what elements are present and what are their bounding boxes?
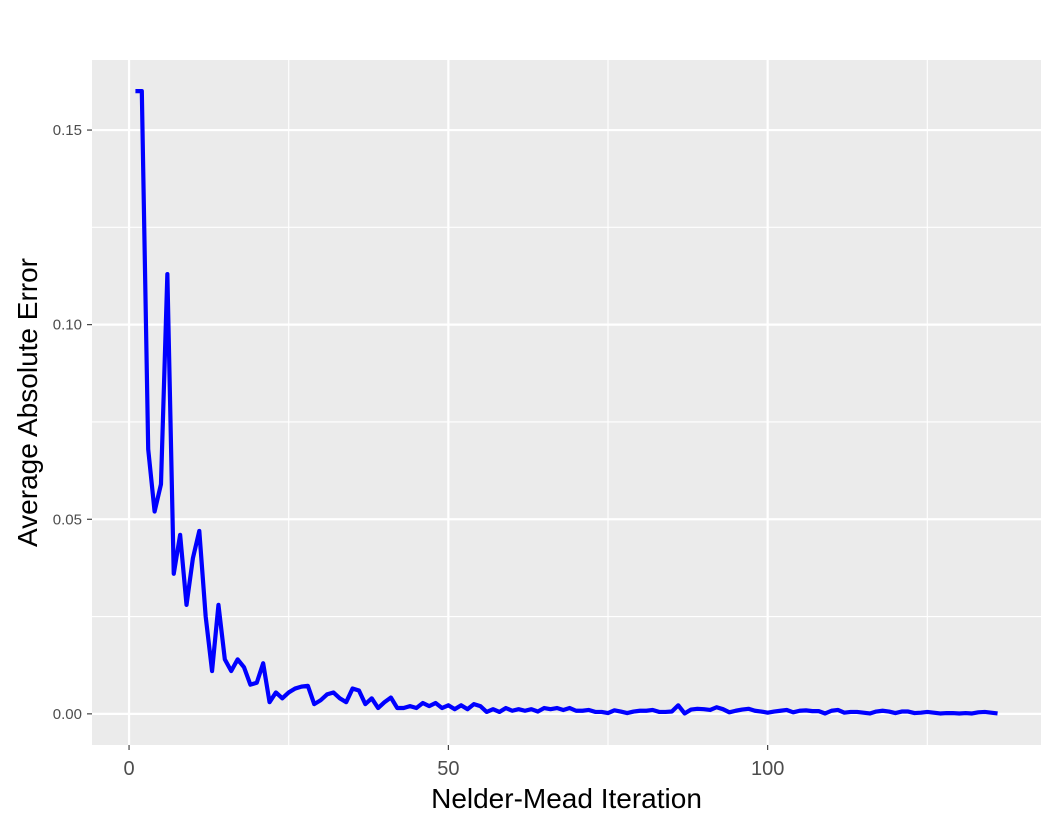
x-axis: 0 50 100 [123, 745, 784, 780]
series-line-average-absolute-error [135, 89, 998, 716]
y-axis-title: Average Absolute Error [12, 258, 43, 547]
x-tick-label: 0 [123, 758, 134, 780]
y-axis: 0.00 0.05 0.10 0.15 [53, 122, 92, 723]
y-tick-label: 0.10 [53, 317, 82, 334]
series-layer [135, 89, 998, 716]
y-tick-label: 0.00 [53, 706, 82, 723]
x-tick-label: 100 [751, 758, 784, 780]
x-tick-label: 50 [437, 758, 459, 780]
y-tick-label: 0.05 [53, 511, 82, 528]
x-axis-title: Nelder-Mead Iteration [431, 783, 702, 814]
major-gridlines [92, 60, 1041, 745]
plot-panel [92, 60, 1041, 745]
y-tick-label: 0.15 [53, 122, 82, 139]
minor-gridlines [92, 60, 1041, 745]
